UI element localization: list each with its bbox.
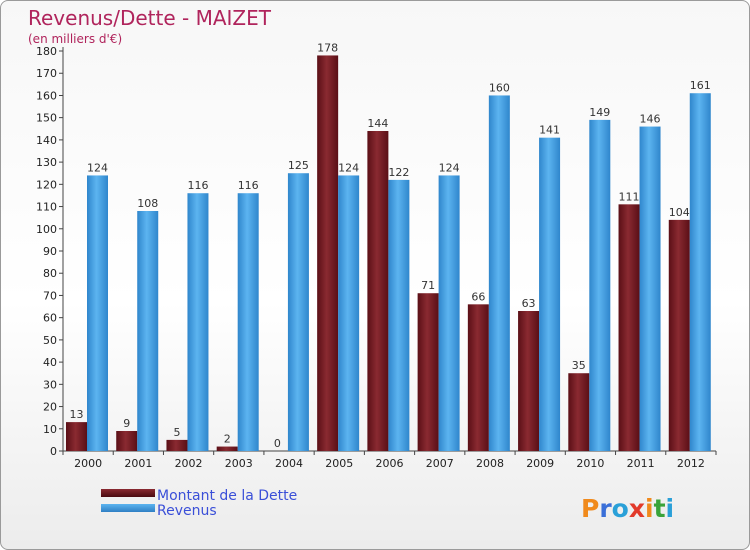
logo-text: Proxiti — [581, 494, 674, 523]
y-tick-label: 160 — [36, 89, 57, 102]
y-tick-label: 110 — [36, 201, 57, 214]
bar-revenus — [539, 137, 561, 451]
x-tick-label: 2000 — [74, 457, 102, 470]
bar-dette — [518, 311, 540, 451]
y-tick-label: 80 — [43, 267, 57, 280]
legend-label-revenus: Revenus — [157, 503, 217, 519]
data-label-dette: 13 — [70, 408, 84, 421]
data-label-dette: 9 — [123, 417, 130, 430]
x-tick-label: 2010 — [576, 457, 604, 470]
legend: Montant de la Dette Revenus — [101, 488, 297, 519]
bars — [66, 55, 711, 452]
y-tick-label: 10 — [43, 423, 57, 436]
y-tick-label: 170 — [36, 67, 57, 80]
y-tick-label: 120 — [36, 178, 57, 191]
bar-revenus — [689, 93, 711, 451]
y-tick-label: 70 — [43, 289, 57, 302]
bar-revenus — [137, 211, 159, 451]
data-label-dette: 2 — [224, 433, 231, 446]
bar-dette — [317, 55, 339, 451]
bar-revenus — [287, 173, 309, 451]
data-label-dette: 104 — [669, 206, 690, 219]
x-tick-label: 2012 — [677, 457, 705, 470]
bar-revenus — [187, 193, 209, 451]
chart-subtitle: (en milliers d'€) — [28, 32, 122, 46]
data-label-dette: 66 — [471, 290, 485, 303]
legend-swatch-dette — [101, 489, 155, 497]
data-label-revenus: 124 — [338, 161, 359, 174]
bar-revenus — [237, 193, 259, 451]
x-tick-label: 2004 — [275, 457, 303, 470]
x-tick-label: 2007 — [426, 457, 454, 470]
axes: 0102030405060708090100110120130140150160… — [36, 45, 717, 470]
bar-revenus — [87, 175, 108, 451]
data-label-revenus: 141 — [539, 124, 560, 137]
y-tick-label: 50 — [43, 334, 57, 347]
x-tick-label: 2002 — [175, 457, 203, 470]
x-tick-label: 2006 — [376, 457, 404, 470]
data-label-revenus: 116 — [238, 179, 259, 192]
y-tick-label: 90 — [43, 245, 57, 258]
data-label-revenus: 122 — [388, 166, 409, 179]
data-label-revenus: 161 — [690, 79, 711, 92]
y-tick-label: 40 — [43, 356, 57, 369]
bar-dette — [668, 219, 690, 451]
data-label-dette: 71 — [421, 279, 435, 292]
data-label-dette: 0 — [274, 437, 281, 450]
x-tick-label: 2003 — [225, 457, 253, 470]
x-tick-label: 2005 — [325, 457, 353, 470]
x-tick-label: 2008 — [476, 457, 504, 470]
y-tick-label: 100 — [36, 223, 57, 236]
data-label-revenus: 146 — [640, 113, 661, 126]
data-label-revenus: 124 — [439, 161, 460, 174]
bar-revenus — [488, 95, 510, 451]
data-label-revenus: 149 — [589, 106, 610, 119]
bar-dette — [618, 204, 640, 451]
bar-revenus — [589, 119, 611, 451]
y-tick-label: 130 — [36, 156, 57, 169]
legend-swatch-revenus — [101, 504, 155, 512]
bar-dette — [116, 431, 138, 451]
x-tick-label: 2011 — [627, 457, 655, 470]
bar-revenus — [388, 179, 410, 451]
data-label-revenus: 108 — [137, 197, 158, 210]
y-tick-label: 180 — [36, 45, 57, 58]
data-label-revenus: 116 — [187, 179, 208, 192]
data-label-dette: 35 — [572, 359, 586, 372]
x-tick-label: 2009 — [526, 457, 554, 470]
data-label-revenus: 124 — [87, 161, 108, 174]
x-tick-label: 2001 — [124, 457, 152, 470]
y-tick-label: 20 — [43, 401, 57, 414]
bar-dette — [216, 446, 238, 451]
bar-dette — [166, 439, 188, 451]
bar-revenus — [639, 126, 661, 452]
data-label-dette: 5 — [173, 426, 180, 439]
y-tick-label: 140 — [36, 134, 57, 147]
y-tick-label: 30 — [43, 378, 57, 391]
bar-revenus — [438, 175, 460, 451]
y-tick-label: 60 — [43, 312, 57, 325]
bar-dette — [417, 293, 439, 451]
data-label-dette: 144 — [367, 117, 388, 130]
proxiti-logo: Proxiti — [581, 494, 674, 523]
data-label-revenus: 160 — [489, 81, 510, 94]
y-tick-label: 0 — [50, 445, 57, 458]
data-label-dette: 178 — [317, 41, 338, 54]
bar-dette — [467, 304, 489, 451]
bar-dette — [568, 373, 590, 451]
chart-title: Revenus/Dette - MAIZET — [28, 6, 272, 30]
data-label-revenus: 125 — [288, 159, 309, 172]
data-labels: 13 124 9 108 5 116 2 116 0 125 178 124 144 122 71 124 66… — [70, 41, 711, 450]
data-label-dette: 111 — [619, 190, 640, 203]
bar-dette — [367, 131, 389, 451]
bar-revenus — [338, 175, 360, 451]
bar-dette — [66, 422, 87, 451]
data-label-dette: 63 — [522, 297, 536, 310]
legend-label-dette: Montant de la Dette — [157, 488, 297, 504]
y-tick-label: 150 — [36, 112, 57, 125]
